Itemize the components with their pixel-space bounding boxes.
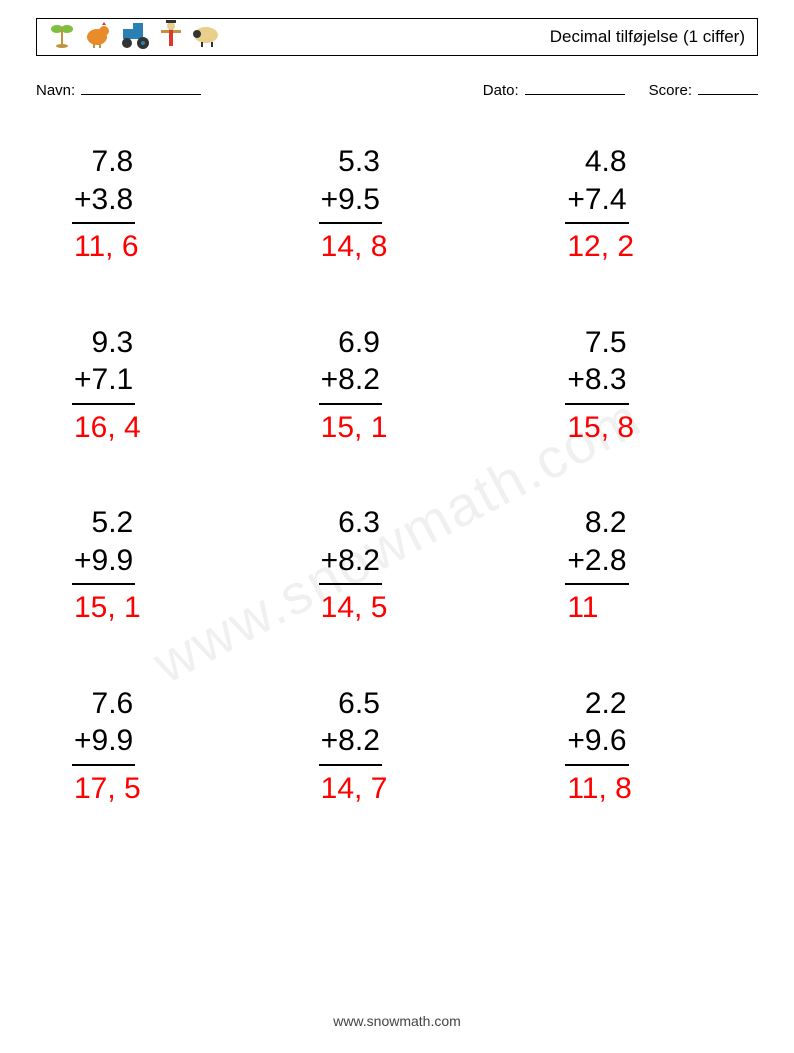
answer-text: 11, 6: [72, 228, 139, 266]
header-box: Decimal tilføjelse (1 ciffer): [36, 18, 758, 56]
answer-text: 16, 4: [72, 409, 141, 447]
addend-bottom: +8.2: [319, 542, 382, 580]
problem-rule: [72, 583, 135, 585]
addend-top: 6.3: [336, 504, 382, 542]
addend-top: 7.5: [583, 324, 629, 362]
problem-cell: 4.8+7.4 12, 2: [565, 143, 722, 266]
answer-text: 15, 1: [72, 589, 141, 627]
problem-stack: 6.9+8.2: [319, 324, 382, 405]
addend-top: 7.8: [90, 143, 136, 181]
addend-bottom: +3.8: [72, 181, 135, 219]
problem-rule: [319, 222, 382, 224]
chicken-icon: [83, 21, 111, 54]
problem-stack: 6.5+8.2: [319, 685, 382, 766]
sheep-icon: [191, 22, 221, 53]
problem-stack: 4.8+7.4: [565, 143, 628, 224]
date-blank[interactable]: [525, 80, 625, 95]
addend-bottom: +9.9: [72, 722, 135, 760]
problem-rule: [319, 403, 382, 405]
problem-cell: 2.2+9.6 11, 8: [565, 685, 722, 808]
meta-right-group: Dato: Score:: [483, 80, 758, 99]
answer-text: 11: [565, 589, 598, 627]
addend-top: 6.5: [336, 685, 382, 723]
problem-rule: [565, 403, 628, 405]
problem-rule: [565, 764, 628, 766]
answer-text: 14, 7: [319, 770, 388, 808]
problem-stack: 6.3+8.2: [319, 504, 382, 585]
name-label: Navn:: [36, 82, 75, 99]
problem-cell: 8.2+2.8 11: [565, 504, 722, 627]
problem-cell: 5.3+9.5 14, 8: [319, 143, 476, 266]
addend-bottom: +2.8: [565, 542, 628, 580]
problem-grid: 7.8+3.811, 65.3+9.514, 84.8+7.412, 29.3+…: [36, 143, 758, 807]
problem-cell: 7.8+3.8 11, 6: [72, 143, 229, 266]
score-label: Score:: [649, 82, 692, 99]
worksheet-title: Decimal tilføjelse (1 ciffer): [550, 27, 745, 47]
problem-rule: [565, 222, 628, 224]
addend-bottom: +8.2: [319, 361, 382, 399]
problem-rule: [72, 764, 135, 766]
problem-stack: 8.2+2.8: [565, 504, 628, 585]
addend-bottom: +9.6: [565, 722, 628, 760]
addend-bottom: +8.3: [565, 361, 628, 399]
header-icon-row: [49, 20, 221, 55]
answer-text: 17, 5: [72, 770, 141, 808]
problem-rule: [319, 764, 382, 766]
addend-top: 5.2: [90, 504, 136, 542]
problem-stack: 2.2+9.6: [565, 685, 628, 766]
plant-icon: [49, 21, 75, 54]
problem-stack: 9.3+7.1: [72, 324, 135, 405]
problem-rule: [565, 583, 628, 585]
problem-rule: [319, 583, 382, 585]
addend-bottom: +7.1: [72, 361, 135, 399]
problem-rule: [72, 403, 135, 405]
tractor-icon: [119, 21, 151, 54]
answer-text: 14, 8: [319, 228, 388, 266]
meta-name-group: Navn:: [36, 80, 201, 99]
problem-cell: 7.5+8.3 15, 8: [565, 324, 722, 447]
score-blank[interactable]: [698, 80, 758, 95]
answer-text: 12, 2: [565, 228, 634, 266]
problem-stack: 5.2+9.9: [72, 504, 135, 585]
answer-text: 15, 8: [565, 409, 634, 447]
scarecrow-icon: [159, 20, 183, 55]
problem-stack: 7.8+3.8: [72, 143, 135, 224]
problem-rule: [72, 222, 135, 224]
addend-top: 7.6: [90, 685, 136, 723]
addend-top: 2.2: [583, 685, 629, 723]
date-label: Dato:: [483, 82, 519, 99]
addend-top: 6.9: [336, 324, 382, 362]
addend-top: 8.2: [583, 504, 629, 542]
answer-text: 14, 5: [319, 589, 388, 627]
problem-stack: 5.3+9.5: [319, 143, 382, 224]
worksheet-page: Decimal tilføjelse (1 ciffer) Navn: Dato…: [0, 0, 794, 1053]
footer-text: www.snowmath.com: [0, 1013, 794, 1029]
addend-bottom: +7.4: [565, 181, 628, 219]
problem-cell: 6.3+8.2 14, 5: [319, 504, 476, 627]
problem-stack: 7.5+8.3: [565, 324, 628, 405]
answer-text: 15, 1: [319, 409, 388, 447]
problem-cell: 6.9+8.2 15, 1: [319, 324, 476, 447]
problem-cell: 5.2+9.9 15, 1: [72, 504, 229, 627]
addend-bottom: +9.9: [72, 542, 135, 580]
name-blank[interactable]: [81, 80, 201, 95]
addend-bottom: +8.2: [319, 722, 382, 760]
problem-cell: 7.6+9.9 17, 5: [72, 685, 229, 808]
addend-top: 9.3: [90, 324, 136, 362]
problem-cell: 9.3+7.1 16, 4: [72, 324, 229, 447]
problem-stack: 7.6+9.9: [72, 685, 135, 766]
meta-row: Navn: Dato: Score:: [36, 80, 758, 99]
problem-cell: 6.5+8.2 14, 7: [319, 685, 476, 808]
answer-text: 11, 8: [565, 770, 632, 808]
addend-bottom: +9.5: [319, 181, 382, 219]
addend-top: 5.3: [336, 143, 382, 181]
addend-top: 4.8: [583, 143, 629, 181]
